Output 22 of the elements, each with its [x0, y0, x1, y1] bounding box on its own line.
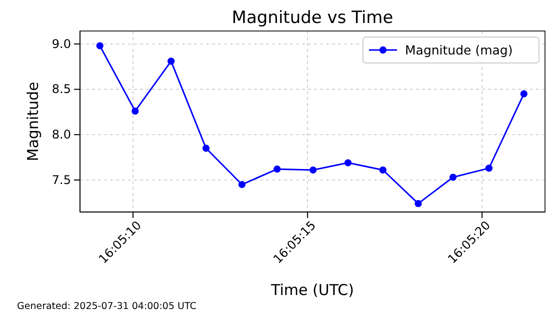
- point: [274, 166, 281, 173]
- point: [379, 166, 386, 174]
- y-tick-label: 8.5: [52, 82, 71, 96]
- point: [132, 108, 139, 115]
- point: [520, 90, 528, 98]
- point: [168, 58, 175, 65]
- point: [238, 180, 246, 188]
- point: [309, 166, 317, 174]
- y-tick-label: 7.5: [52, 172, 71, 187]
- point: [485, 164, 493, 172]
- y-tick-label: 8.0: [52, 127, 71, 142]
- legend-label: Magnitude (mag): [405, 42, 513, 58]
- point: [414, 200, 422, 208]
- point: [96, 42, 104, 50]
- text: Generated: 2025-07-31 04:00:05 UTC: [17, 301, 197, 312]
- point: [202, 144, 210, 152]
- y-tick-label: 9.0: [52, 36, 71, 51]
- chart-title: Magnitude vs Time: [232, 8, 394, 28]
- point: [344, 159, 352, 166]
- x-axis-title: Time (UTC): [270, 281, 354, 299]
- y-axis-title: Magnitude: [24, 82, 42, 162]
- point: [449, 174, 457, 181]
